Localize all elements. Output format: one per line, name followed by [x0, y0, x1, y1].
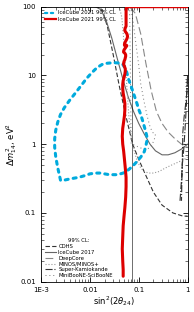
Y-axis label: $\Delta m^2_{14}$, eV$^2$: $\Delta m^2_{14}$, eV$^2$ — [4, 123, 19, 166]
Legend: CDHS, IceCube 2017, DeepCore, MINOS/MINOS+, Super-Kamiokande, MiniBooNE-SciBooNE: CDHS, IceCube 2017, DeepCore, MINOS/MINO… — [44, 237, 114, 279]
X-axis label: $\mathrm{sin}^2(2\theta_{24})$: $\mathrm{sin}^2(2\theta_{24})$ — [93, 294, 135, 308]
